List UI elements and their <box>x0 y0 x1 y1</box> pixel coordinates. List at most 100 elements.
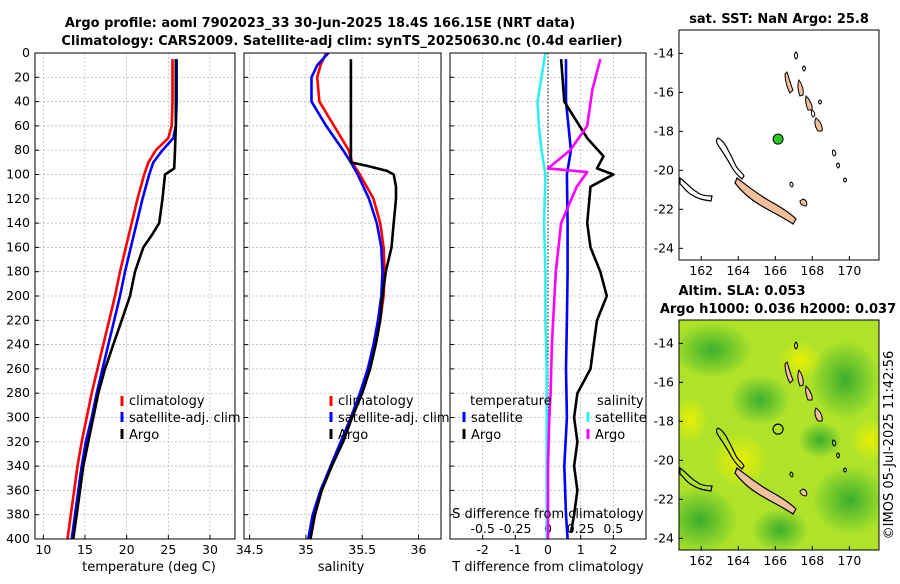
map-lon-tick-label: 166 <box>763 263 787 278</box>
x-tick-label: -1 <box>509 542 521 557</box>
x-tick-label: 25 <box>160 542 176 557</box>
depth-tick-label: 380 <box>6 507 30 522</box>
x-tick-label: 30 <box>202 542 218 557</box>
depth-tick-label: 240 <box>6 337 30 352</box>
map-lat-tick-label: -16 <box>654 374 674 389</box>
argo-line <box>309 59 398 540</box>
plot-frame <box>243 52 442 540</box>
x-tick-label: 1 <box>577 542 585 557</box>
satellite-adj-clim-line <box>306 52 384 540</box>
depth-tick-label: 80 <box>14 142 30 157</box>
difference-legend-salinity: salinity satellite Argo <box>586 394 647 443</box>
legend-title-temperature: temperature <box>470 394 552 409</box>
depth-tick-label: 260 <box>6 361 30 376</box>
satellite-adj-clim-line <box>70 59 178 540</box>
temperature-xlabel: temperature (deg C) <box>82 560 216 575</box>
argo-line <box>72 59 178 540</box>
difference-xlabel-top: S difference from climatology <box>452 507 644 522</box>
x-tick-label: -2 <box>476 542 488 557</box>
figure-title-line2: Climatology: CARS2009. Satellite-adj cli… <box>61 34 622 49</box>
sst-map-background <box>679 30 879 260</box>
s-tick-label: 0.25 <box>567 521 595 536</box>
x-tick-label: 2 <box>609 542 617 557</box>
depth-tick-label: 120 <box>6 191 30 206</box>
sst-map-ticks: 162 164 166 168 170 -14 -16 -18 -20 -22 -24 <box>654 45 862 278</box>
sla-argo-marker <box>772 423 784 435</box>
depth-tick-label: 40 <box>14 94 30 109</box>
legend-label-sal-argo: Argo <box>595 428 625 443</box>
depth-tick-label: 340 <box>6 458 30 473</box>
x-tick-label: 36 <box>411 542 427 557</box>
legend-label-climatology: climatology <box>338 394 414 409</box>
map-lat-tick-label: -16 <box>654 84 674 99</box>
legend-label-temp-satellite: satellite <box>471 411 523 426</box>
map-lon-tick-label: 168 <box>800 553 824 568</box>
legend-label-climatology: climatology <box>129 394 205 409</box>
sst-argo-marker <box>772 133 784 145</box>
plot-frame <box>34 52 236 540</box>
map-lon-tick-label: 162 <box>689 553 713 568</box>
x-tick-label: 34.5 <box>236 542 264 557</box>
temperature-profile-panel: 0 20 40 60 80 100 120 140 160 180 200 220 240 260 280 3… <box>6 45 236 557</box>
legend-label-sal-satellite: satellite <box>595 411 647 426</box>
s-tick-label: -0.25 <box>499 521 531 536</box>
legend-label-argo: Argo <box>338 428 368 443</box>
salinity-satellite-line <box>536 52 549 539</box>
depth-tick-label: 300 <box>6 410 30 425</box>
sla-coastlines <box>679 341 847 515</box>
salinity-legend: climatology satellite-adj. clim Argo <box>329 394 450 443</box>
sla-field <box>679 322 879 550</box>
difference-xlabel: T difference from climatology <box>451 560 644 575</box>
sst-coastlines <box>679 51 847 225</box>
depth-tick-label: 180 <box>6 264 30 279</box>
depth-tick-label: 360 <box>6 482 30 497</box>
sla-map: Altim. SLA: 0.053 Argo h1000: 0.036 h200… <box>654 284 897 568</box>
difference-legend-temperature: temperature satellite Argo <box>462 394 552 443</box>
depth-tick-label: 400 <box>6 531 30 546</box>
map-lat-tick-label: -20 <box>654 162 674 177</box>
map-lat-tick-label: -18 <box>654 123 674 138</box>
salinity-xlabel: salinity <box>318 560 365 575</box>
map-lat-tick-label: -14 <box>654 335 674 350</box>
sla-map-title-line1: Altim. SLA: 0.053 <box>679 284 806 299</box>
map-lat-tick-label: -22 <box>654 491 674 506</box>
depth-tick-label: 220 <box>6 312 30 327</box>
depth-tick-label: 200 <box>6 288 30 303</box>
legend-label-argo: Argo <box>129 428 159 443</box>
map-lat-tick-label: -18 <box>654 413 674 428</box>
map-lat-tick-label: -22 <box>654 201 674 216</box>
temperature-legend: climatology satellite-adj. clim Argo <box>120 394 241 443</box>
map-lon-tick-label: 170 <box>837 263 861 278</box>
map-lon-tick-label: 166 <box>763 553 787 568</box>
map-lat-tick-label: -20 <box>654 452 674 467</box>
climatology-line <box>66 59 174 540</box>
sst-map: sat. SST: NaN Argo: 25.8 162 164 166 168 170… <box>654 12 880 278</box>
depth-tick-label: 280 <box>6 385 30 400</box>
map-lat-tick-label: -24 <box>654 530 674 545</box>
map-lon-tick-label: 168 <box>800 263 824 278</box>
x-tick-label: 10 <box>35 542 51 557</box>
x-tick-label: 35.5 <box>348 542 376 557</box>
legend-label-temp-argo: Argo <box>471 428 501 443</box>
sst-map-frame <box>678 29 880 261</box>
plot-frame <box>449 52 647 540</box>
footer-credit: ©IMOS 05-Jul-2025 11:42:56 <box>882 351 897 540</box>
s-tick-label: -0.5 <box>470 521 494 536</box>
map-lon-tick-label: 164 <box>726 263 750 278</box>
sla-map-ticks: 162 164 166 168 170 -14 -16 -18 -20 -22 -24 <box>654 335 862 568</box>
x-tick-label: 35 <box>298 542 314 557</box>
map-lon-tick-label: 162 <box>689 263 713 278</box>
figure-title-line1: Argo profile: aoml 7902023_33 30-Jun-202… <box>65 16 575 31</box>
legend-label-satellite-adj: satellite-adj. clim <box>338 411 450 426</box>
map-lat-tick-label: -14 <box>654 45 674 60</box>
temperature-satellite-line <box>562 59 573 540</box>
salinity-argo-line <box>546 58 602 539</box>
x-tick-label: 15 <box>77 542 93 557</box>
temperature-argo-line <box>559 59 615 534</box>
sla-map-frame <box>678 319 880 551</box>
x-tick-label: 0 <box>544 542 552 557</box>
depth-tick-label: 60 <box>14 118 30 133</box>
legend-title-salinity: salinity <box>597 394 644 409</box>
depth-tick-label: 160 <box>6 239 30 254</box>
